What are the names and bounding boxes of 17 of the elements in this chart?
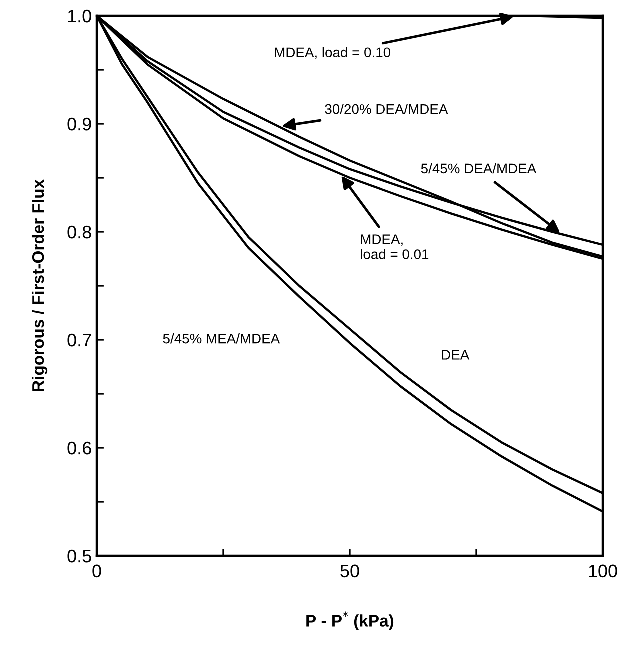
text: MDEA, load = 0.10 — [275, 47, 391, 60]
x-tick-label: 50 — [340, 564, 360, 578]
y-tick-label: 0.8 — [68, 226, 92, 239]
x-tick-label: 0 — [92, 564, 102, 578]
y-tick-label: 0.6 — [68, 442, 92, 455]
y-tick-label: 0.5 — [68, 550, 92, 563]
x-tick-label: 100 — [589, 564, 618, 578]
text: 30/20% DEA/MDEA — [325, 104, 448, 114]
y-tick-label: 0.9 — [68, 118, 92, 131]
x-axis-title: P - P$^{*}$ (kPa) — [306, 612, 394, 630]
text: 5/45% MEA/MDEA — [163, 334, 280, 344]
y-axis-title: Rigorous / First-Order Flux — [32, 180, 48, 392]
series-label: MDEA, load = 0.01 — [361, 234, 429, 260]
series-label: 5/45% DEA/MDEA — [421, 163, 537, 174]
y-tick-label: 1.0 — [68, 10, 92, 23]
y-tick-label: 0.7 — [68, 334, 92, 347]
text: DEA — [442, 350, 470, 360]
